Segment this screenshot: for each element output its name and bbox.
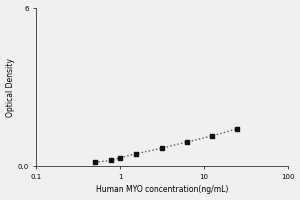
Y-axis label: Optical Density: Optical Density: [6, 58, 15, 117]
Point: [159, 147, 164, 150]
Point: [134, 152, 139, 155]
Point: [235, 127, 240, 130]
X-axis label: Human MYO concentration(ng/mL): Human MYO concentration(ng/mL): [96, 185, 228, 194]
Point: [109, 159, 113, 162]
Point: [210, 134, 214, 138]
Point: [118, 156, 122, 159]
Point: [92, 161, 97, 164]
Point: [184, 140, 189, 144]
